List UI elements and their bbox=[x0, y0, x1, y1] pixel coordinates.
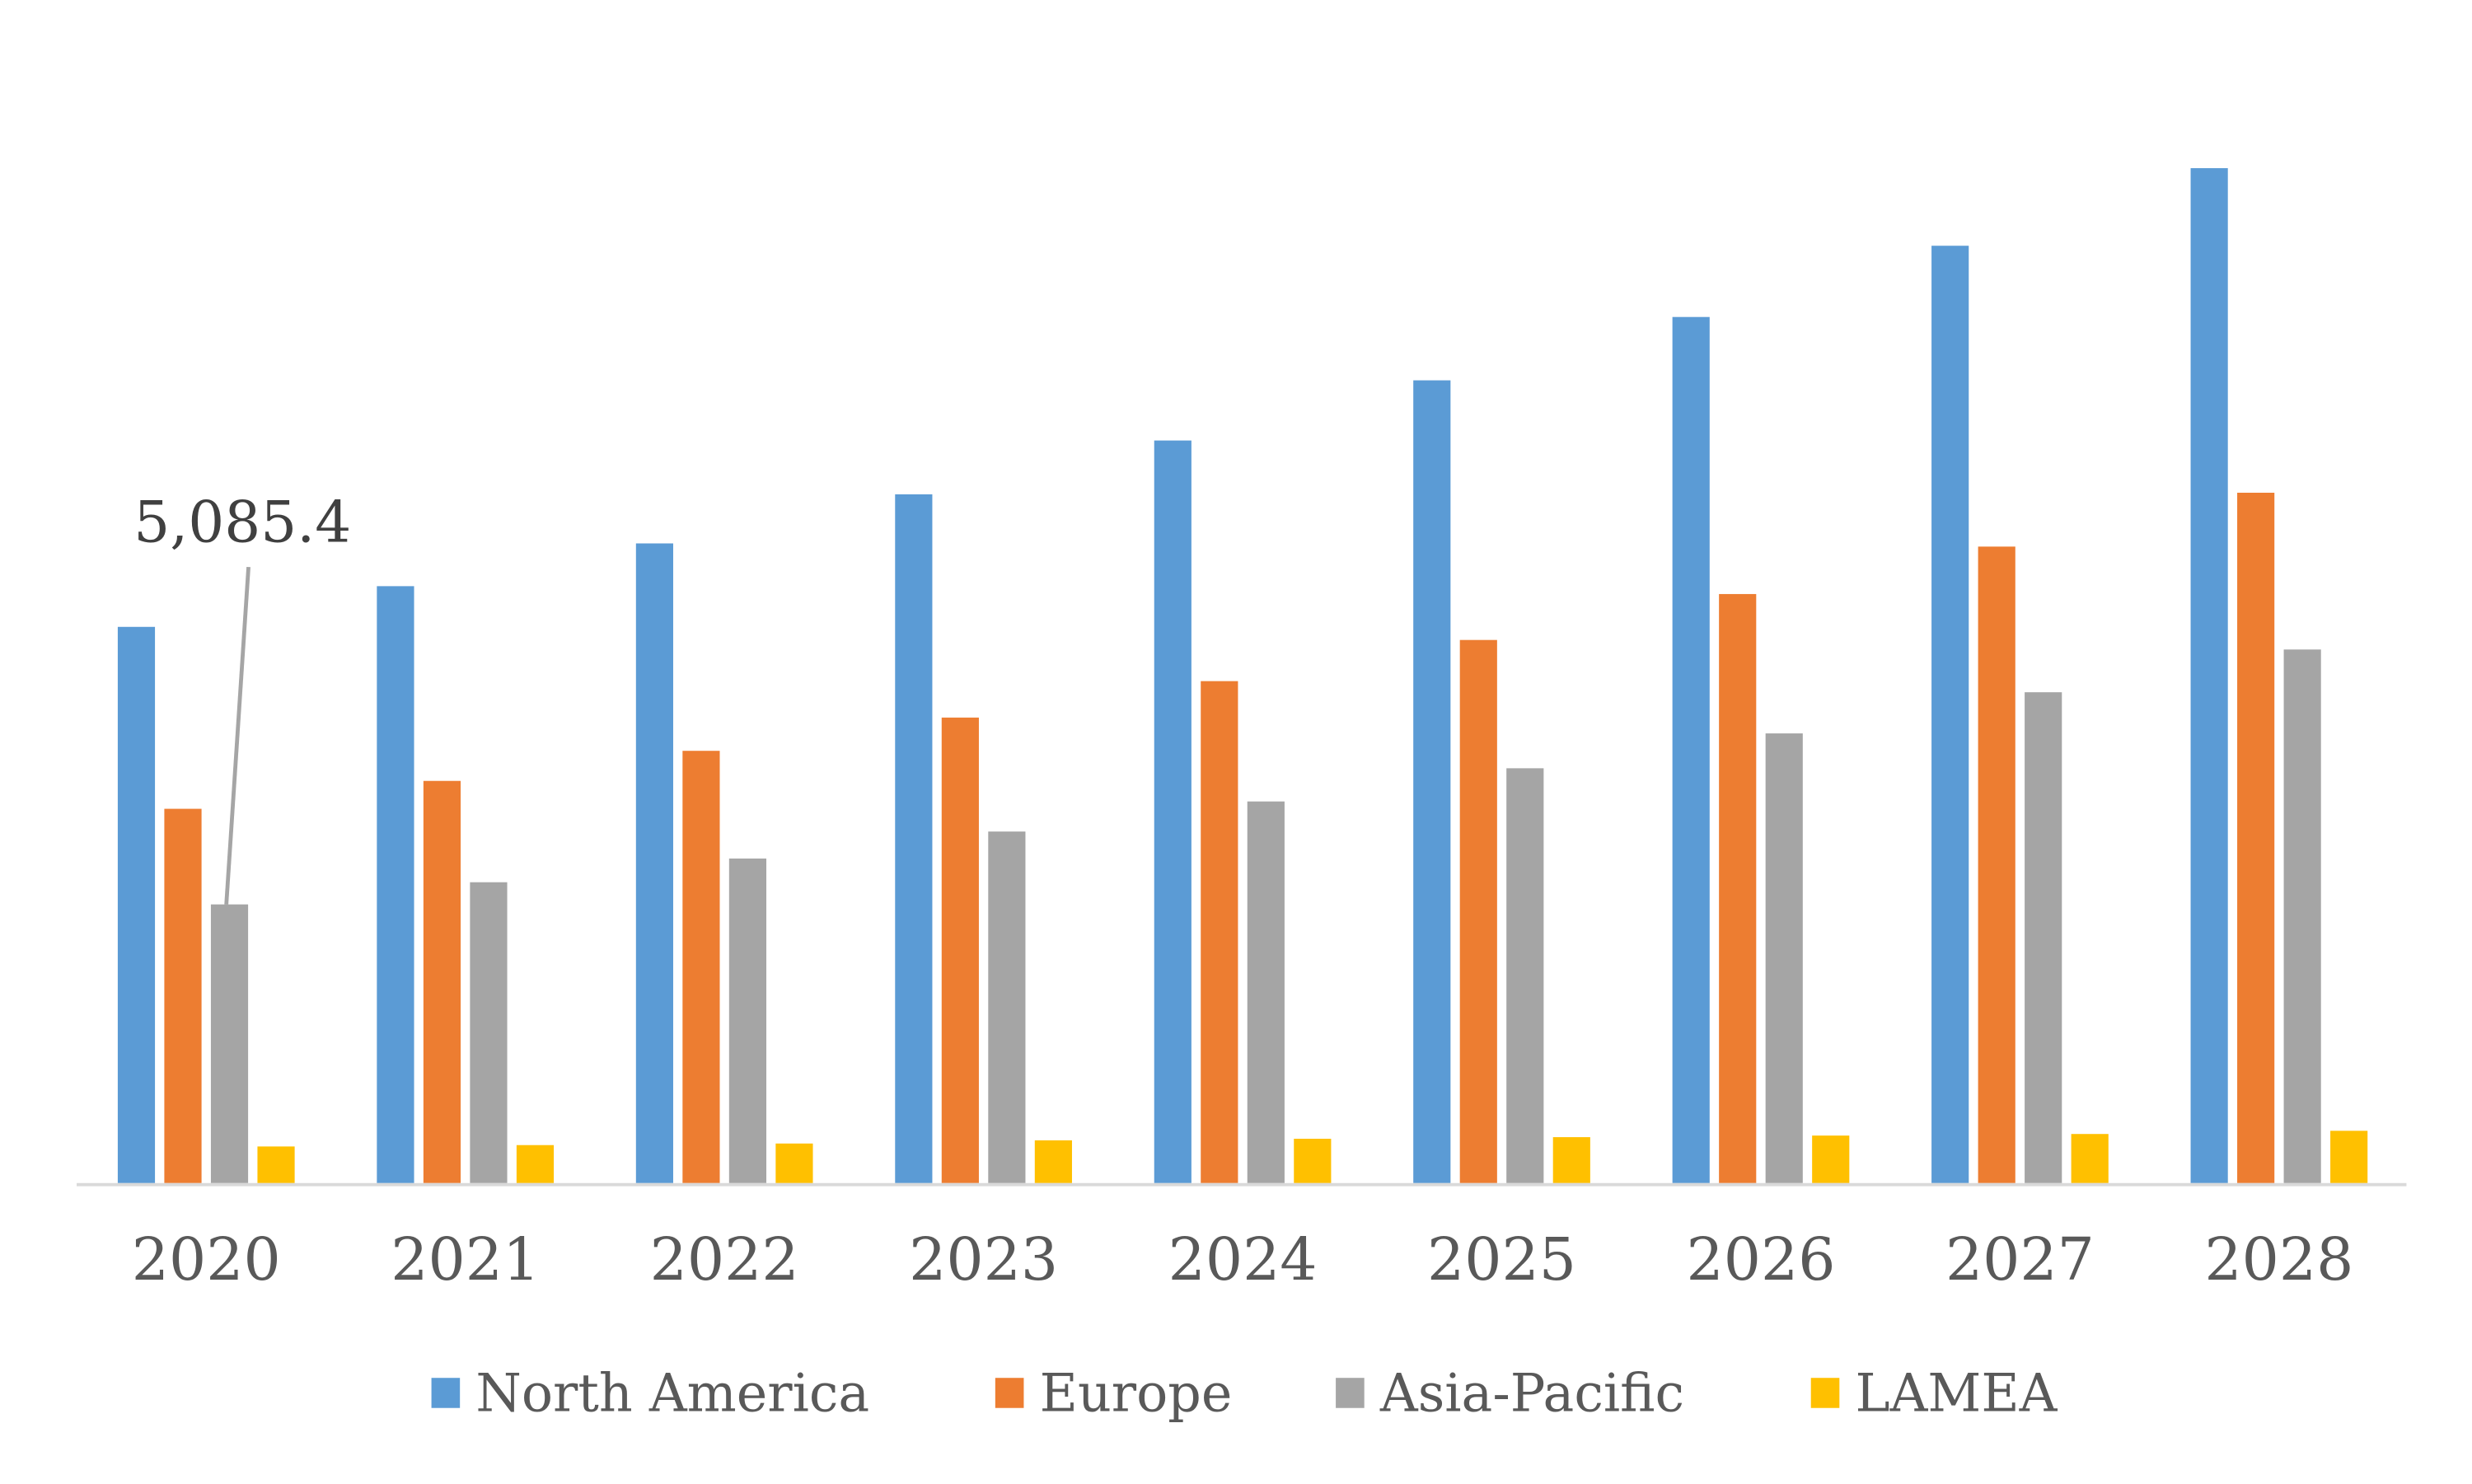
x-tick-label: 2022 bbox=[650, 1225, 799, 1294]
bar-north-america-2026 bbox=[1672, 316, 1710, 1183]
bar-europe-2028 bbox=[2237, 492, 2275, 1183]
bar-north-america-2027 bbox=[1931, 246, 1969, 1183]
bar-lamea-2022 bbox=[775, 1143, 813, 1183]
bar-asia-pacific-2028 bbox=[2283, 649, 2321, 1183]
bar-lamea-2027 bbox=[2071, 1134, 2109, 1183]
x-tick-label: 2026 bbox=[1686, 1225, 1835, 1294]
bar-asia-pacific-2025 bbox=[1506, 768, 1544, 1183]
legend-label: North America bbox=[475, 1363, 869, 1424]
legend: North America Europe Asia-Pacific LAMEA bbox=[431, 1363, 2058, 1424]
bar-asia-pacific-2022 bbox=[728, 858, 767, 1183]
bar-europe-2022 bbox=[682, 751, 720, 1183]
legend-label: Europe bbox=[1040, 1363, 1233, 1424]
legend-swatch-north-america bbox=[431, 1378, 461, 1408]
legend-label: Asia-Pacific bbox=[1379, 1363, 1684, 1424]
bar-north-america-2028 bbox=[2190, 168, 2228, 1183]
bar-europe-2020 bbox=[164, 808, 202, 1183]
legend-label: LAMEA bbox=[1856, 1363, 2058, 1424]
bar-lamea-2021 bbox=[516, 1145, 555, 1183]
bar-north-america-2025 bbox=[1413, 380, 1451, 1183]
bar-north-america-2024 bbox=[1154, 440, 1192, 1183]
x-tick-labels: 2020 2021 2022 2023 2024 2025 2026 2027 2028 bbox=[132, 1225, 2354, 1294]
x-tick-label: 2021 bbox=[391, 1225, 540, 1294]
annotation-leader-line bbox=[224, 566, 250, 905]
bar-lamea-2025 bbox=[1552, 1137, 1590, 1183]
bar-north-america-2021 bbox=[377, 586, 414, 1183]
legend-swatch-europe bbox=[995, 1378, 1024, 1408]
bar-europe-2025 bbox=[1459, 639, 1497, 1183]
bar-asia-pacific-2021 bbox=[470, 882, 508, 1183]
legend-swatch-lamea bbox=[1810, 1378, 1840, 1408]
bar-north-america-2022 bbox=[635, 543, 673, 1183]
x-tick-label: 2024 bbox=[1168, 1225, 1318, 1294]
bar-lamea-2026 bbox=[1812, 1135, 1850, 1183]
bar-lamea-2020 bbox=[257, 1146, 295, 1183]
bar-europe-2027 bbox=[1978, 546, 2016, 1183]
x-tick-label: 2027 bbox=[1945, 1225, 2095, 1294]
x-tick-label: 2020 bbox=[132, 1225, 281, 1294]
bar-asia-pacific-2023 bbox=[988, 831, 1026, 1183]
bar-asia-pacific-2024 bbox=[1247, 801, 1285, 1183]
bar-lamea-2028 bbox=[2330, 1131, 2368, 1183]
bar-asia-pacific-2027 bbox=[2025, 692, 2062, 1183]
bar-europe-2024 bbox=[1201, 681, 1238, 1183]
x-tick-label: 2028 bbox=[2204, 1225, 2353, 1294]
bar-asia-pacific-2020 bbox=[210, 904, 249, 1183]
bar-lamea-2023 bbox=[1034, 1140, 1072, 1183]
bar-asia-pacific-2026 bbox=[1765, 733, 1803, 1183]
x-tick-label: 2023 bbox=[909, 1225, 1058, 1294]
bar-north-america-2020 bbox=[117, 626, 156, 1183]
bar-lamea-2024 bbox=[1294, 1139, 1332, 1183]
bar-north-america-2023 bbox=[895, 494, 933, 1183]
bar-europe-2026 bbox=[1719, 593, 1757, 1183]
bar-europe-2023 bbox=[941, 717, 979, 1183]
bar-europe-2021 bbox=[423, 780, 461, 1183]
bars-group bbox=[117, 168, 2368, 1183]
legend-swatch-asia-pacific bbox=[1336, 1378, 1365, 1408]
annotation-label: 5,085.4 bbox=[133, 489, 351, 555]
x-tick-label: 2025 bbox=[1427, 1225, 1576, 1294]
